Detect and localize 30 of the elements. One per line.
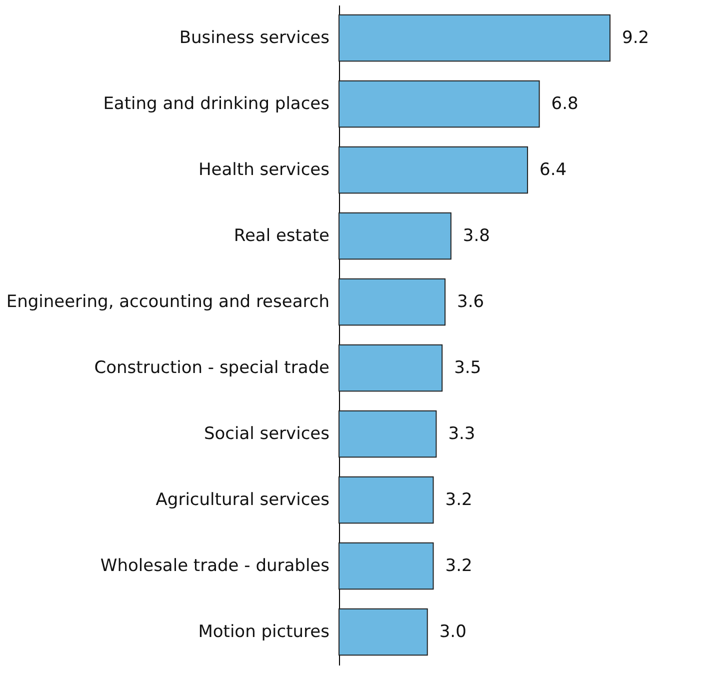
data-label: 3.8 xyxy=(462,226,490,246)
bar xyxy=(338,146,528,194)
y-tick-label: Agricultural services xyxy=(156,490,330,510)
data-label: 6.8 xyxy=(551,94,578,114)
y-tick-label: Engineering, accounting and research xyxy=(6,292,330,312)
y-tick-label: Health services xyxy=(198,160,330,180)
bar xyxy=(338,542,434,590)
bar xyxy=(338,14,610,62)
bar xyxy=(338,608,428,656)
data-label: 3.2 xyxy=(445,490,472,510)
y-tick-label: Construction - special trade xyxy=(94,358,330,378)
data-label: 3.6 xyxy=(457,292,484,312)
y-tick-label: Motion pictures xyxy=(198,622,330,642)
data-label: 3.2 xyxy=(445,556,472,576)
y-tick-label: Real estate xyxy=(234,226,330,246)
y-tick-label: Social services xyxy=(204,424,330,444)
bar xyxy=(338,212,452,260)
bar xyxy=(338,80,540,128)
data-label: 3.3 xyxy=(448,424,476,444)
y-tick-label: Eating and drinking places xyxy=(103,94,330,114)
data-label: 9.2 xyxy=(622,28,650,48)
data-label: 3.0 xyxy=(439,622,466,642)
bar xyxy=(338,278,446,326)
bar xyxy=(338,476,434,524)
bar xyxy=(338,410,437,458)
bar xyxy=(338,344,443,392)
y-tick-label: Business services xyxy=(179,28,330,48)
y-tick-label: Wholesale trade - durables xyxy=(100,556,330,576)
data-label: 3.5 xyxy=(454,358,482,378)
data-label: 6.4 xyxy=(540,160,567,180)
